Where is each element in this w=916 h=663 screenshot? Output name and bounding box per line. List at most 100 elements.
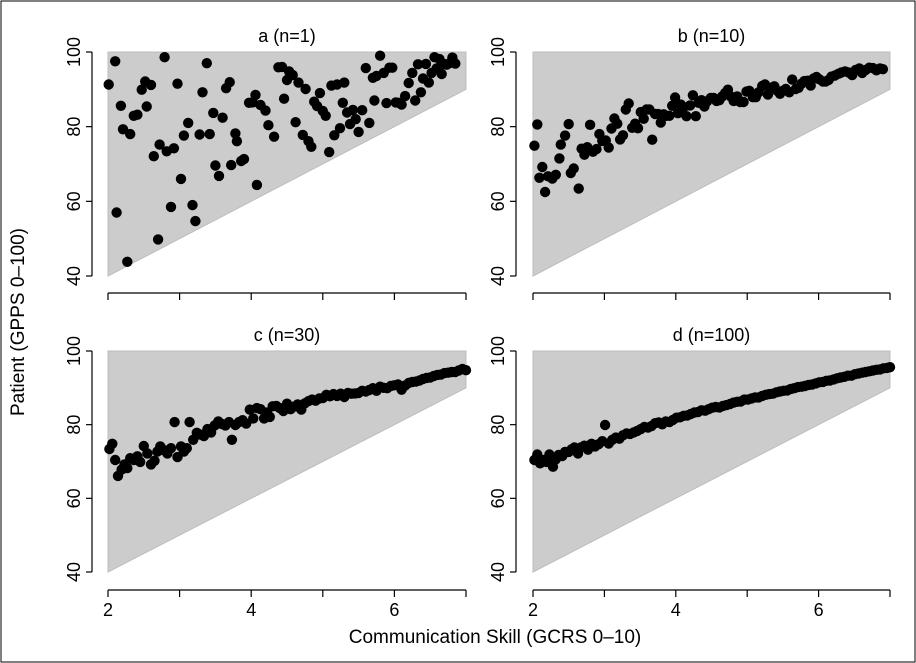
data-point bbox=[396, 99, 407, 110]
data-point bbox=[165, 201, 177, 213]
data-point bbox=[539, 186, 551, 198]
data-point bbox=[339, 77, 350, 88]
x-axis-title: Communication Skill (GCRS 0–10) bbox=[349, 627, 642, 648]
panel: d (n=100) 40 60 80 100 2 4 6 bbox=[488, 325, 896, 620]
data-point bbox=[412, 59, 424, 70]
data-point bbox=[554, 153, 565, 164]
data-point bbox=[290, 117, 301, 128]
data-point bbox=[226, 159, 237, 171]
y-tick-label: 60 bbox=[64, 488, 84, 508]
data-point bbox=[165, 443, 177, 454]
data-point bbox=[357, 105, 368, 116]
data-point bbox=[334, 123, 346, 134]
data-point bbox=[591, 143, 602, 155]
data-point bbox=[110, 56, 121, 67]
data-point bbox=[122, 462, 133, 474]
y-tick-label: 80 bbox=[488, 117, 508, 137]
data-point bbox=[250, 89, 261, 101]
data-point bbox=[584, 119, 596, 130]
data-point bbox=[623, 98, 634, 109]
data-point bbox=[877, 63, 889, 75]
data-point bbox=[314, 87, 326, 99]
data-point bbox=[632, 123, 644, 134]
data-point bbox=[178, 130, 190, 141]
y-axis-title: Patient (GPPS 0–100) bbox=[8, 228, 29, 416]
x-tick-label: 2 bbox=[528, 600, 538, 620]
data-point bbox=[154, 139, 165, 150]
data-point bbox=[617, 130, 629, 141]
data-point bbox=[238, 153, 250, 165]
y-tick-label: 100 bbox=[488, 37, 508, 67]
data-point bbox=[350, 114, 361, 125]
data-point bbox=[403, 77, 414, 89]
y-tick-label: 40 bbox=[488, 562, 508, 582]
data-point bbox=[190, 215, 201, 227]
panel: b (n=10) 40 60 80 100 bbox=[488, 26, 891, 300]
data-point bbox=[142, 448, 153, 459]
data-point bbox=[260, 105, 271, 116]
data-point bbox=[364, 117, 375, 129]
data-point bbox=[306, 141, 317, 152]
data-point bbox=[122, 256, 133, 267]
data-point bbox=[145, 79, 157, 91]
shaded-region bbox=[532, 350, 891, 573]
y-tick-label: 100 bbox=[488, 336, 508, 366]
data-point bbox=[884, 362, 896, 373]
data-point bbox=[187, 199, 198, 211]
data-point bbox=[568, 163, 579, 174]
x-tick-label: 4 bbox=[671, 600, 681, 620]
data-point bbox=[168, 143, 180, 154]
panel: c (n=30) 40 60 80 100 2 4 6 bbox=[64, 325, 472, 620]
data-point bbox=[664, 110, 675, 122]
y-tick-label: 40 bbox=[64, 266, 84, 286]
data-point bbox=[360, 62, 371, 74]
data-point bbox=[324, 146, 335, 158]
data-point bbox=[181, 443, 192, 454]
data-point bbox=[184, 416, 195, 428]
data-point bbox=[407, 67, 418, 79]
data-point bbox=[559, 130, 571, 141]
data-point bbox=[201, 58, 212, 69]
data-point bbox=[159, 52, 170, 63]
data-point bbox=[175, 173, 187, 185]
x-tick-label: 2 bbox=[103, 600, 113, 620]
data-point bbox=[293, 77, 304, 88]
data-point bbox=[136, 84, 147, 95]
data-point bbox=[612, 118, 623, 129]
data-point bbox=[204, 128, 215, 140]
panels: a (n=1) 40 60 80 100 b (n=10) 40 60 80 100 c (n=30… bbox=[64, 26, 896, 620]
panel-title: a (n=1) bbox=[258, 26, 316, 46]
data-point bbox=[251, 179, 263, 191]
data-point bbox=[210, 160, 221, 171]
data-point bbox=[169, 416, 180, 428]
data-point bbox=[687, 90, 699, 101]
data-point bbox=[420, 58, 432, 70]
data-point bbox=[287, 69, 298, 81]
data-point bbox=[329, 130, 340, 141]
data-point bbox=[681, 111, 692, 122]
data-point bbox=[197, 87, 208, 98]
y-tick-label: 80 bbox=[64, 117, 84, 137]
data-point bbox=[149, 455, 160, 466]
x-tick-label: 6 bbox=[389, 600, 399, 620]
data-point bbox=[787, 74, 798, 85]
y-tick-label: 40 bbox=[488, 266, 508, 286]
data-point bbox=[213, 170, 225, 182]
data-point bbox=[655, 117, 666, 128]
data-point bbox=[264, 411, 275, 423]
data-point bbox=[387, 62, 398, 73]
panel-title: c (n=30) bbox=[254, 325, 321, 345]
data-point bbox=[224, 77, 235, 88]
data-point bbox=[423, 77, 434, 88]
data-point bbox=[172, 78, 183, 89]
panel-title: b (n=10) bbox=[678, 26, 746, 46]
y-tick-label: 60 bbox=[64, 191, 84, 211]
data-point bbox=[208, 107, 219, 119]
data-point bbox=[603, 142, 614, 153]
data-point bbox=[194, 129, 205, 140]
data-point bbox=[148, 151, 159, 162]
data-point bbox=[410, 95, 421, 106]
data-point bbox=[669, 92, 681, 103]
y-tick-label: 80 bbox=[488, 415, 508, 435]
